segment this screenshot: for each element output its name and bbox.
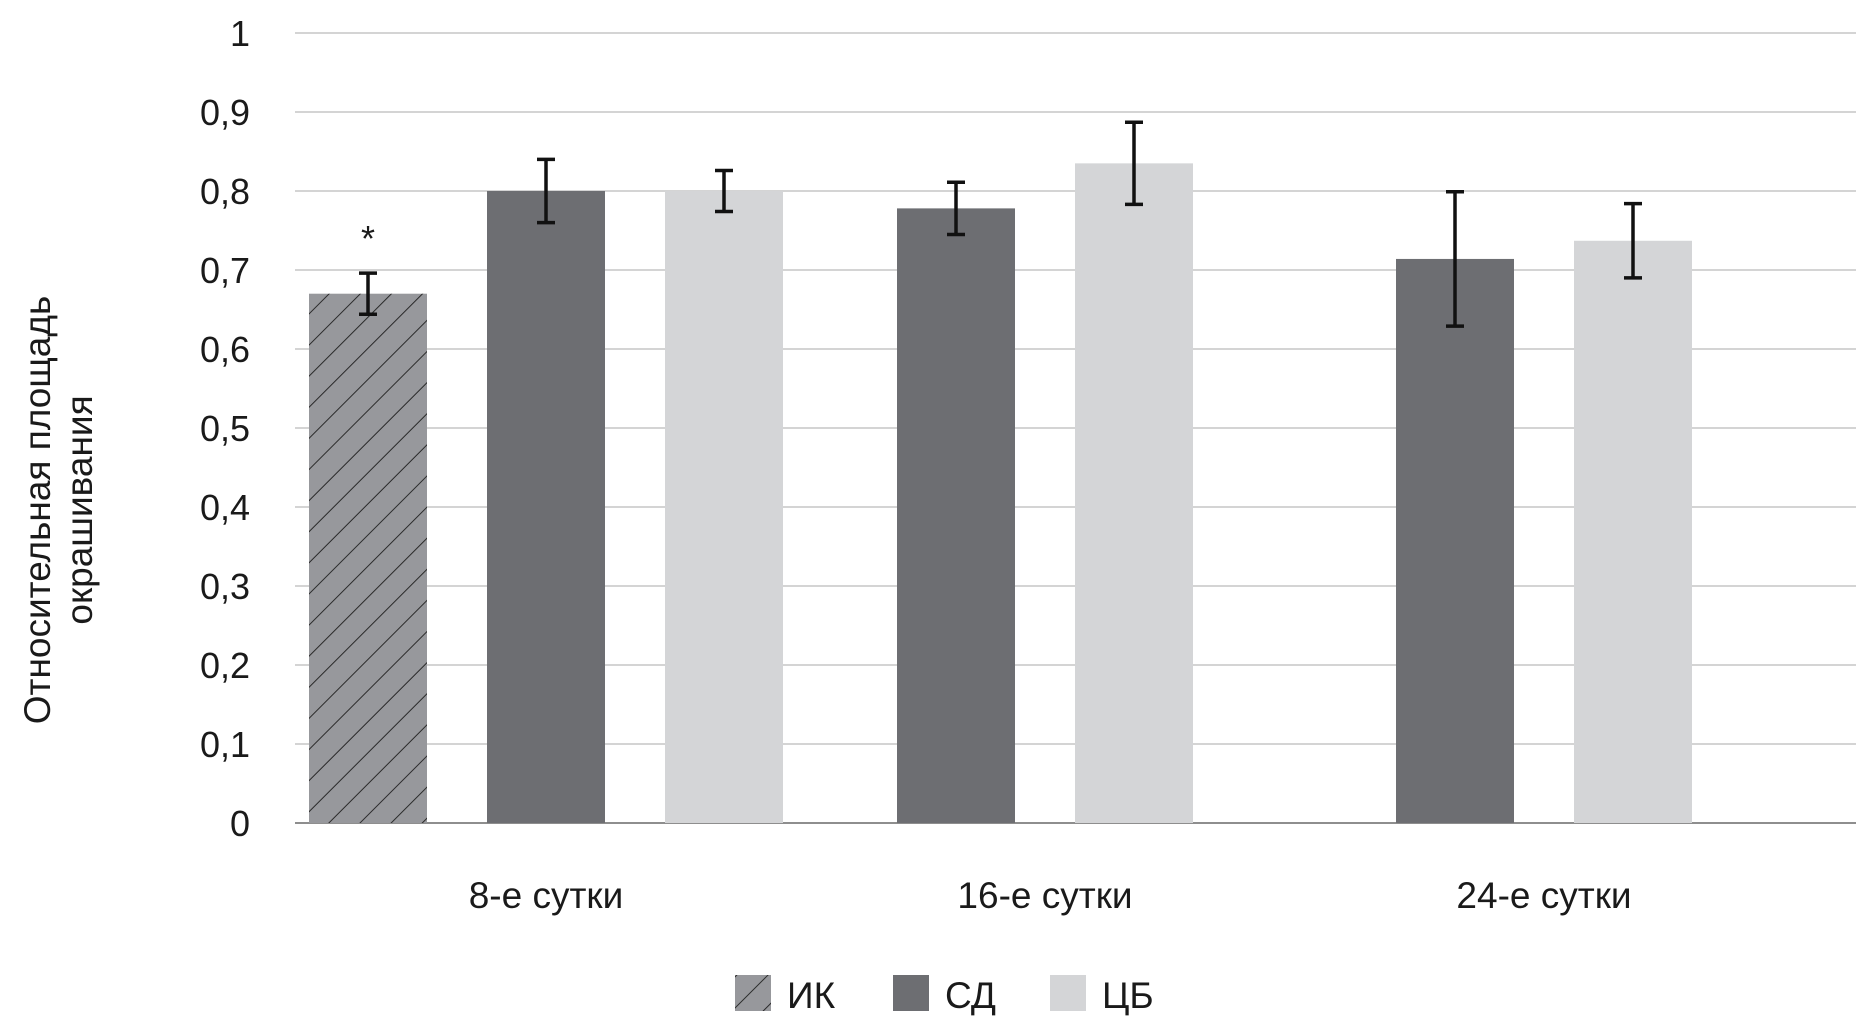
y-axis-label: Относительная площадьокрашивания — [17, 296, 100, 724]
error-bar — [359, 271, 377, 316]
y-tick-label: 0,8 — [200, 171, 250, 212]
error-bar — [715, 168, 733, 214]
y-tick-label: 0,5 — [200, 408, 250, 449]
y-tick-label: 0,7 — [200, 250, 250, 291]
y-tick-label: 1 — [230, 13, 250, 54]
bar-ИК-8-е сутки — [309, 293, 427, 823]
y-tick-label: 0,9 — [200, 92, 250, 133]
bar-ЦБ-24-е сутки — [1574, 240, 1692, 823]
legend-label-ЦБ: ЦБ — [1102, 975, 1154, 1016]
y-axis-label-line: окрашивания — [59, 395, 100, 624]
error-bar — [1446, 190, 1464, 328]
bar-СД-16-е сутки — [897, 208, 1015, 823]
legend-swatch-СД — [893, 975, 929, 1011]
y-tick-label: 0,1 — [200, 724, 250, 765]
x-tick-label: 24-е сутки — [1456, 875, 1631, 916]
bar-ЦБ-8-е сутки — [665, 191, 783, 823]
axes: 0 0,1 0,2 0,3 0,4 0,5 0,6 0,7 0,8 0,9 1 Относительн… — [17, 13, 1632, 916]
x-tick-label: 16-е сутки — [957, 875, 1132, 916]
bar-ЦБ-16-е сутки — [1075, 163, 1193, 824]
bars — [309, 120, 1692, 824]
error-bar — [1125, 120, 1143, 207]
legend-swatch-ЦБ — [1050, 975, 1086, 1011]
x-tick-label: 8-е сутки — [469, 875, 624, 916]
y-axis-label-line: Относительная площадь — [17, 296, 58, 724]
legend-swatch-ИК — [735, 975, 771, 1011]
error-bar — [537, 157, 555, 225]
error-bar — [947, 180, 965, 237]
legend: ИК СД ЦБ — [735, 975, 1154, 1016]
bar-СД-24-е сутки — [1396, 258, 1514, 823]
significance-marker: * — [361, 218, 375, 259]
legend-label-ИК: ИК — [787, 975, 836, 1016]
y-tick-label: 0,3 — [200, 566, 250, 607]
y-tick-label: 0 — [230, 803, 250, 844]
bar-СД-8-е сутки — [487, 191, 605, 823]
legend-label-СД: СД — [945, 975, 996, 1016]
y-tick-label: 0,4 — [200, 487, 250, 528]
error-bar — [1624, 201, 1642, 280]
y-tick-label: 0,6 — [200, 329, 250, 370]
y-tick-label: 0,2 — [200, 645, 250, 686]
